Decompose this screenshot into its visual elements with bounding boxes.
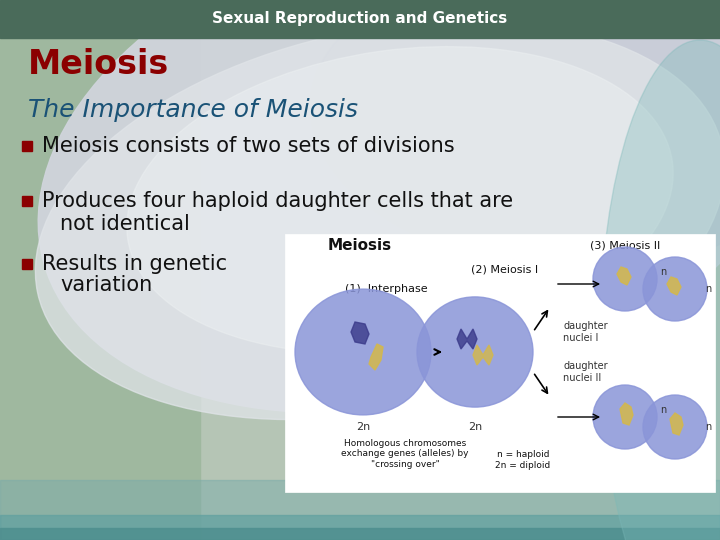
Text: Produces four haploid daughter cells that are: Produces four haploid daughter cells tha… (42, 191, 513, 211)
Polygon shape (617, 267, 631, 285)
Text: (2) Meiosis I: (2) Meiosis I (472, 264, 539, 274)
Ellipse shape (35, 21, 720, 420)
Ellipse shape (38, 0, 720, 413)
Ellipse shape (127, 46, 673, 353)
Polygon shape (0, 0, 200, 540)
Text: n: n (660, 405, 666, 415)
Ellipse shape (643, 257, 707, 321)
Text: Results in genetic: Results in genetic (42, 254, 227, 274)
Ellipse shape (417, 297, 533, 407)
Bar (22, 196, 32, 206)
Ellipse shape (593, 247, 657, 311)
Bar (0, 528, 720, 540)
Text: daughter
nuclei I: daughter nuclei I (563, 321, 608, 343)
Polygon shape (620, 403, 633, 425)
Text: n: n (705, 284, 711, 294)
Text: Homologous chromosomes
exchange genes (alleles) by
"crossing over": Homologous chromosomes exchange genes (a… (341, 439, 469, 469)
Text: Meiosis consists of two sets of divisions: Meiosis consists of two sets of division… (42, 136, 454, 156)
Text: Meiosis: Meiosis (328, 239, 392, 253)
Text: n: n (660, 267, 666, 277)
Text: Sexual Reproduction and Genetics: Sexual Reproduction and Genetics (212, 11, 508, 26)
Text: n = haploid
2n = diploid: n = haploid 2n = diploid (495, 450, 551, 470)
Polygon shape (457, 329, 477, 349)
Polygon shape (670, 413, 683, 435)
Bar (0, 0, 720, 38)
Bar (22, 141, 32, 151)
Bar (285, 234, 715, 492)
Bar (22, 259, 32, 269)
Text: 2n: 2n (468, 422, 482, 432)
Text: 2n: 2n (356, 422, 370, 432)
Text: not identical: not identical (60, 214, 190, 234)
Ellipse shape (295, 289, 431, 415)
Ellipse shape (643, 395, 707, 459)
Text: variation: variation (60, 275, 152, 295)
Text: The Importance of Meiosis: The Importance of Meiosis (28, 98, 358, 122)
Ellipse shape (593, 385, 657, 449)
Polygon shape (473, 345, 493, 365)
Polygon shape (351, 322, 369, 344)
Text: daughter
nuclei II: daughter nuclei II (563, 361, 608, 383)
Polygon shape (369, 344, 383, 370)
Ellipse shape (600, 40, 720, 540)
Polygon shape (667, 277, 681, 295)
Text: (3) Meiosis II: (3) Meiosis II (590, 241, 660, 251)
Text: n: n (705, 422, 711, 432)
Text: Meiosis: Meiosis (28, 49, 169, 82)
Text: (1)  Interphase: (1) Interphase (345, 284, 428, 294)
Bar (0, 480, 720, 540)
Bar (0, 515, 720, 540)
Ellipse shape (310, 0, 720, 271)
